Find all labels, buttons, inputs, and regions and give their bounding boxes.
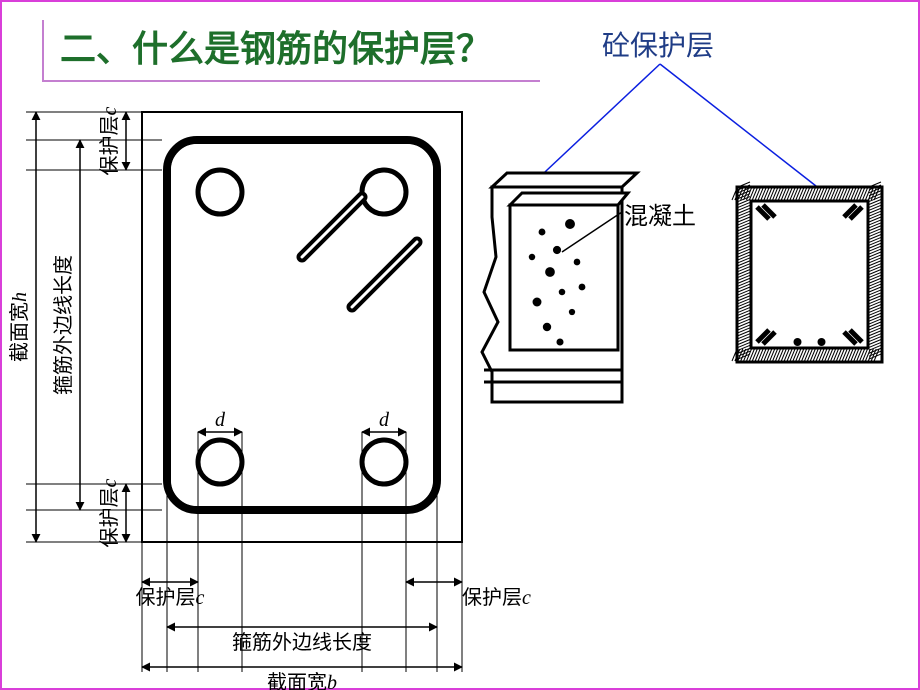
svg-text:保护层c: 保护层c	[462, 586, 531, 609]
svg-text:d: d	[215, 409, 226, 431]
svg-text:截面宽b: 截面宽b	[267, 671, 337, 690]
diagram-canvas: 保护层c保护层c箍筋外边线长度截面宽bdd保护层c保护层c箍筋外边线长度截面宽h	[2, 2, 920, 690]
svg-text:截面宽h: 截面宽h	[8, 292, 31, 362]
svg-text:箍筋外边线长度: 箍筋外边线长度	[232, 631, 372, 654]
svg-text:保护层c: 保护层c	[98, 106, 121, 175]
slide-frame: 二、什么是钢筋的保护层？ 砼保护层 混凝土 保护层c保护层c箍筋外边线长度截面宽…	[0, 0, 920, 690]
svg-text:保护层c: 保护层c	[136, 586, 205, 609]
svg-text:保护层c: 保护层c	[98, 478, 121, 547]
svg-text:箍筋外边线长度: 箍筋外边线长度	[52, 255, 75, 395]
svg-text:d: d	[379, 409, 390, 431]
